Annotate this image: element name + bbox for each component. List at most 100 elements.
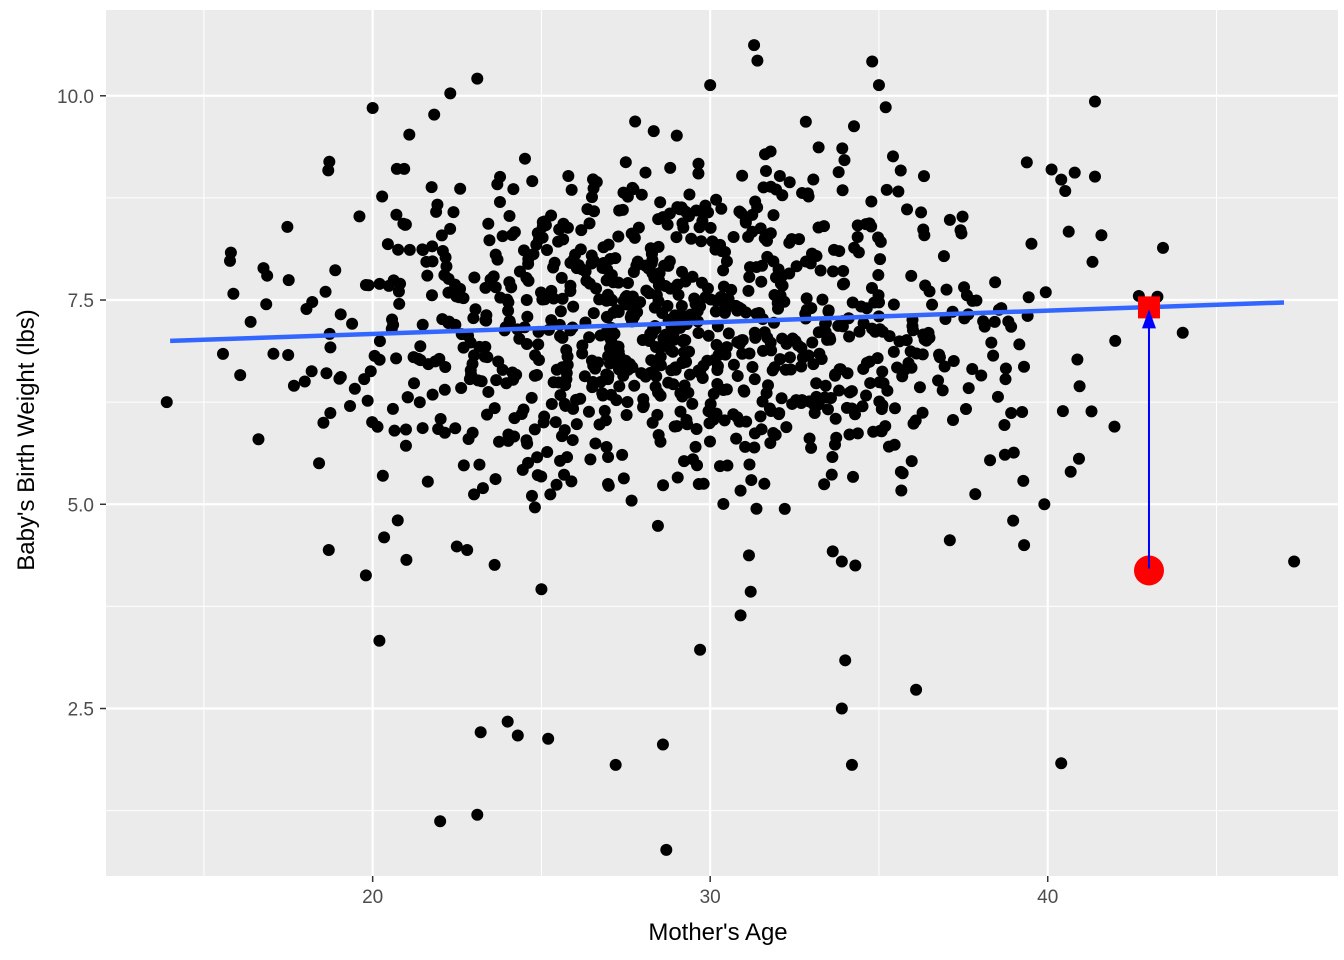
data-point — [773, 169, 786, 182]
data-point — [668, 309, 681, 322]
data-point — [755, 275, 768, 288]
data-point — [282, 274, 295, 287]
data-point — [683, 188, 696, 201]
data-point — [584, 453, 597, 466]
regression-line — [170, 300, 1285, 344]
data-point — [464, 336, 477, 349]
data-point — [394, 277, 407, 290]
data-point — [561, 350, 574, 363]
data-point — [874, 253, 887, 266]
data-point — [587, 254, 600, 267]
data-point — [829, 412, 842, 425]
data-point — [739, 440, 752, 453]
data-point — [386, 313, 399, 326]
data-point — [918, 229, 931, 242]
data-point — [544, 488, 557, 501]
data-point — [1073, 380, 1086, 393]
data-point — [390, 208, 403, 221]
data-point — [742, 549, 755, 562]
data-point — [425, 181, 438, 194]
data-point — [1045, 163, 1058, 176]
data-point — [646, 416, 659, 429]
data-point — [865, 281, 878, 294]
plot-panel — [106, 10, 1338, 876]
data-point — [640, 284, 653, 297]
data-point — [298, 375, 311, 388]
data-point — [600, 440, 613, 453]
data-point — [421, 269, 434, 282]
data-point — [388, 424, 401, 437]
data-point — [652, 279, 665, 292]
data-point — [703, 417, 716, 430]
data-point — [545, 314, 558, 327]
data-point — [789, 334, 802, 347]
data-point — [662, 376, 675, 389]
data-point — [535, 470, 548, 483]
data-point — [847, 470, 860, 483]
data-point — [727, 230, 740, 243]
data-point — [849, 559, 862, 572]
data-point — [333, 372, 346, 385]
data-point — [435, 229, 448, 242]
data-point — [826, 545, 839, 558]
data-point — [1025, 237, 1038, 250]
data-point — [761, 331, 774, 344]
data-point — [619, 156, 632, 169]
data-point — [750, 307, 763, 320]
data-point — [434, 412, 447, 425]
data-point — [746, 360, 759, 373]
x-axis: 20 30 40 — [362, 876, 1058, 908]
data-point — [702, 329, 715, 342]
data-point — [940, 283, 953, 296]
data-point — [652, 386, 665, 399]
data-point — [943, 534, 956, 547]
data-point — [675, 300, 688, 313]
data-point — [751, 54, 764, 67]
data-point — [707, 387, 720, 400]
data-point — [525, 391, 538, 404]
data-point — [1038, 498, 1051, 511]
data-point — [731, 304, 744, 317]
data-point — [916, 406, 929, 419]
data-point — [872, 231, 885, 244]
data-point — [719, 299, 732, 312]
data-point — [780, 421, 793, 434]
data-point — [839, 654, 852, 667]
data-point — [812, 141, 825, 154]
data-point — [836, 184, 849, 197]
data-point — [873, 296, 886, 309]
data-point — [252, 433, 265, 446]
data-point — [320, 367, 333, 380]
data-point — [282, 348, 295, 361]
data-point — [444, 222, 457, 235]
data-point — [915, 206, 928, 219]
data-point — [670, 129, 683, 142]
data-point — [455, 381, 468, 394]
data-point — [991, 390, 1004, 403]
data-point — [576, 339, 589, 352]
data-point — [916, 348, 929, 361]
x-tick-label: 40 — [1037, 887, 1058, 908]
data-point — [650, 289, 663, 302]
data-point — [453, 291, 466, 304]
data-point — [552, 235, 565, 248]
data-point — [578, 370, 591, 383]
data-point — [859, 218, 872, 231]
data-point — [461, 544, 474, 557]
data-point — [554, 305, 567, 318]
data-point — [554, 330, 567, 343]
data-point — [847, 120, 860, 133]
data-point — [635, 367, 648, 380]
data-point — [805, 302, 818, 315]
data-point — [864, 377, 877, 390]
data-point — [818, 478, 831, 491]
data-point — [720, 341, 733, 354]
data-point — [685, 232, 698, 245]
data-point — [582, 405, 595, 418]
data-point — [959, 403, 972, 416]
data-point — [639, 166, 652, 179]
data-point — [626, 361, 639, 374]
data-point — [589, 437, 602, 450]
data-point — [1013, 338, 1026, 351]
data-point — [646, 253, 659, 266]
